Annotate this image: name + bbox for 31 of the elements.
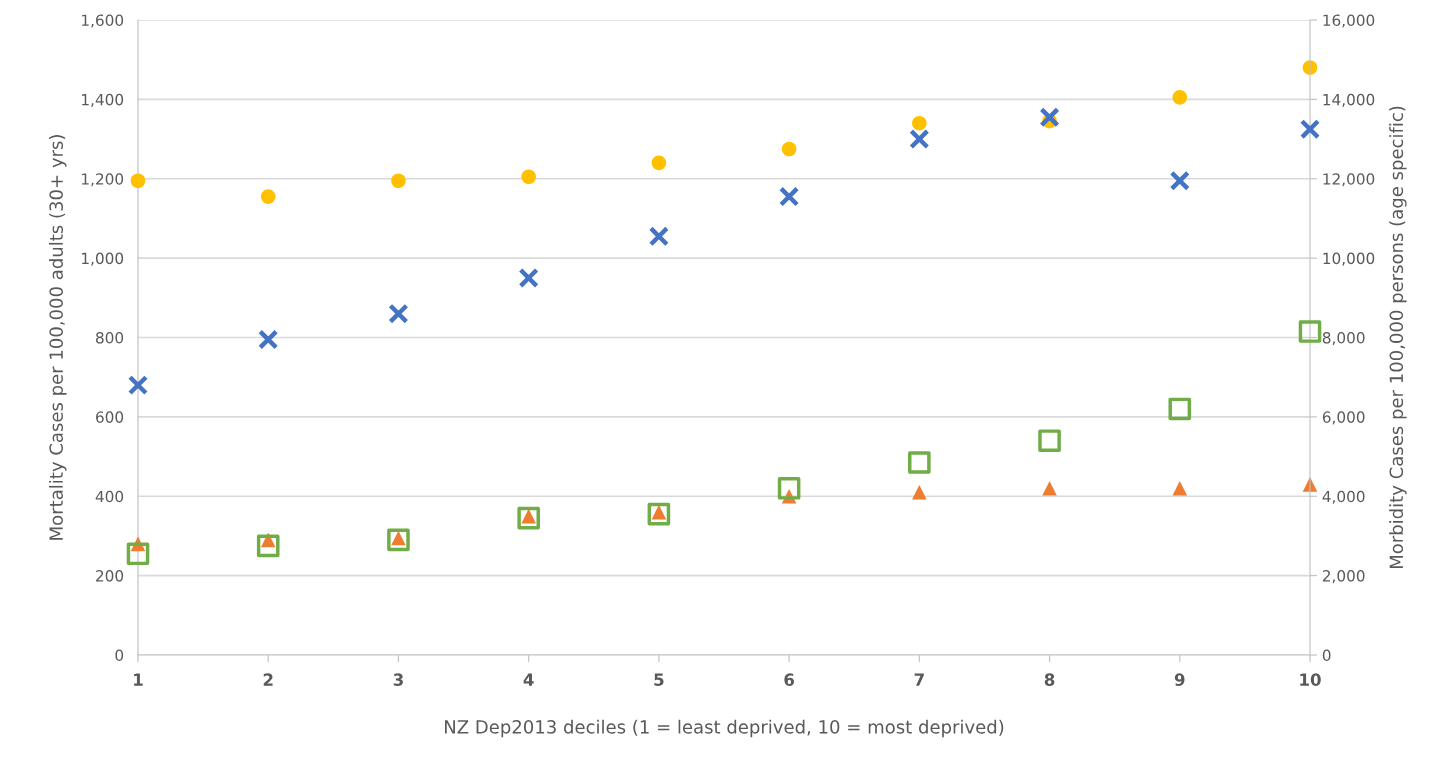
y-tick-label: 600 [96,411,124,423]
x-tick-label: 6 [784,673,795,686]
x-tick-label: 10 [1300,673,1321,686]
y-tick-label: 1,400 [82,93,124,107]
x-tick-label: 7 [914,673,924,686]
y-tick-label: 1,600 [82,14,124,28]
y2-tick-label: 8,000 [1322,331,1365,346]
y-axis-title: Mortality Cases per 100,000 adults (30+ yrs) [49,135,67,540]
y2-tick-label: 0 [1322,649,1331,662]
x-tick-label: 3 [393,673,403,686]
y2-tick-label: 4,000 [1322,490,1365,504]
y-tick-label: 200 [96,570,124,582]
y-tick-label: 1,200 [82,173,124,187]
y2-tick-label: 12,000 [1323,173,1375,187]
y2-tick-label: 16,000 [1323,14,1375,28]
x-axis-title: NZ Dep2013 deciles (1 = least deprived, 10 = most deprived) [445,719,1004,738]
y2-tick-label: 14,000 [1323,93,1375,107]
y2-tick-label: 6,000 [1322,411,1365,425]
x-tick-label: 5 [654,673,664,686]
x-tick-label: 4 [523,673,534,686]
x-tick-label: 2 [263,673,273,686]
x-tick-label: 8 [1044,673,1055,686]
y2-tick-label: 10,000 [1323,252,1375,266]
y2-axis-title: Morbidity Cases per 100,000 persons (age specific) [1389,106,1407,569]
y-tick-label: 800 [95,331,124,344]
y-tick-label: 400 [95,490,124,503]
y2-tick-label: 2,000 [1322,570,1365,584]
x-tick-label: 1 [134,673,143,686]
x-tick-label: 9 [1174,673,1185,686]
y-tick-label: 1,000 [82,252,124,266]
y-tick-label: 0 [115,649,124,662]
